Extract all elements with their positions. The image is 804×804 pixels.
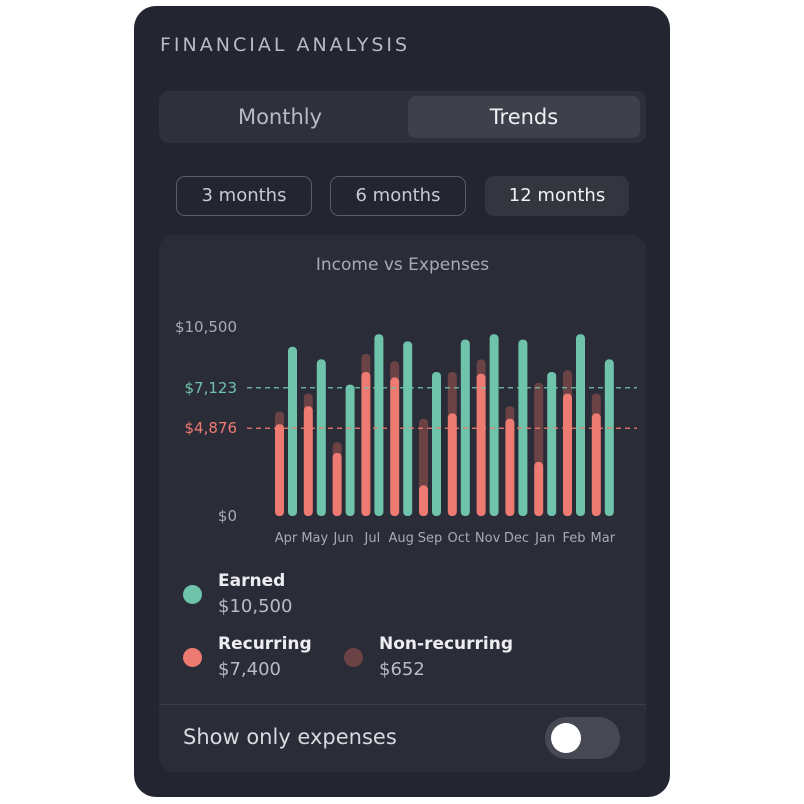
recurring-bar: [505, 418, 515, 516]
earned-bar: [403, 341, 413, 516]
earned-dot-icon: [183, 585, 202, 604]
x-tick-label: Jun: [332, 531, 353, 546]
x-tick-label: Mar: [591, 531, 616, 546]
recurring-bar: [447, 413, 457, 516]
legend-value: $7,400: [218, 659, 281, 680]
income-expenses-chart: $10,500 $0 Apr May Jun Jul Aug Sep Oct Nov Dec Jan F…: [175, 318, 637, 546]
non-recurring-bar: [591, 393, 601, 418]
recurring-bar: [275, 424, 284, 516]
tab-trends[interactable]: Trends: [408, 96, 640, 138]
non-recurring-bar: [419, 418, 428, 490]
financial-analysis-card: FINANCIAL ANALYSIS Monthly Trends 3 mont…: [134, 6, 670, 797]
recurring-bar: [591, 413, 601, 516]
non-recurring-dot-icon: [344, 648, 363, 667]
x-tick-label: Nov: [475, 531, 501, 546]
x-tick-label: May: [301, 531, 328, 546]
recurring-bar: [303, 406, 313, 516]
earned-bar: [518, 339, 528, 516]
recurring-bar: [563, 393, 572, 516]
non-recurring-bar: [275, 411, 284, 429]
divider: [159, 704, 646, 705]
earned-bar: [576, 334, 585, 516]
non-recurring-bar: [505, 406, 515, 423]
earned-bar: [489, 334, 499, 516]
earned-bar: [374, 334, 384, 516]
earned-bar: [345, 384, 355, 516]
range-3-months-button[interactable]: 3 months: [176, 176, 312, 216]
range-12-months-button[interactable]: 12 months: [485, 176, 629, 216]
earned-bar: [604, 359, 614, 516]
non-recurring-bar: [476, 359, 486, 378]
non-recurring-bar: [563, 370, 572, 398]
x-tick-label: Feb: [562, 531, 585, 546]
x-tick-label: Jan: [534, 531, 555, 546]
x-tick-label: Apr: [275, 531, 298, 546]
show-only-expenses-toggle[interactable]: [545, 717, 620, 759]
recurring-bar: [534, 462, 544, 516]
non-recurring-bar: [332, 442, 342, 457]
non-recurring-bar: [390, 361, 400, 382]
earned-bar: [288, 346, 297, 516]
reference-line-label: $7,123: [185, 379, 238, 397]
reference-line-label: $4,876: [185, 419, 238, 437]
recurring-dot-icon: [183, 648, 202, 667]
y-tick-label: $0: [218, 507, 237, 525]
show-only-expenses-label: Show only expenses: [183, 725, 397, 749]
non-recurring-bar: [303, 393, 313, 411]
x-tick-label: Oct: [448, 531, 470, 546]
legend-label: Recurring: [218, 634, 312, 654]
legend-value: $652: [379, 659, 425, 680]
x-tick-label: Jul: [364, 531, 381, 546]
range-6-months-button[interactable]: 6 months: [330, 176, 466, 216]
legend-label: Non-recurring: [379, 634, 514, 654]
toggle-knob: [551, 723, 581, 753]
earned-bar: [316, 359, 326, 516]
recurring-bar: [419, 485, 428, 516]
recurring-bar: [332, 453, 342, 516]
non-recurring-bar: [361, 354, 371, 376]
chart-title: Income vs Expenses: [315, 255, 490, 275]
chart-panel: Income vs Expenses $10,500 $0 Apr May Jun Jul…: [159, 235, 646, 772]
x-tick-label: Dec: [504, 531, 529, 546]
tab-monthly[interactable]: Monthly: [237, 105, 323, 129]
non-recurring-bar: [534, 382, 544, 466]
legend-label: Earned: [218, 571, 286, 591]
recurring-bar: [390, 377, 400, 516]
recurring-bar: [361, 372, 371, 516]
earned-bar: [432, 372, 441, 516]
x-tick-label: Aug: [389, 531, 414, 546]
non-recurring-bar: [447, 372, 457, 418]
recurring-bar: [476, 373, 486, 516]
legend-value: $10,500: [218, 596, 293, 617]
y-tick-label: $10,500: [175, 318, 237, 336]
earned-bar: [547, 372, 557, 516]
x-tick-label: Sep: [418, 531, 443, 546]
view-switch: Monthly Trends: [159, 91, 646, 143]
page-title: FINANCIAL ANALYSIS: [160, 34, 411, 56]
